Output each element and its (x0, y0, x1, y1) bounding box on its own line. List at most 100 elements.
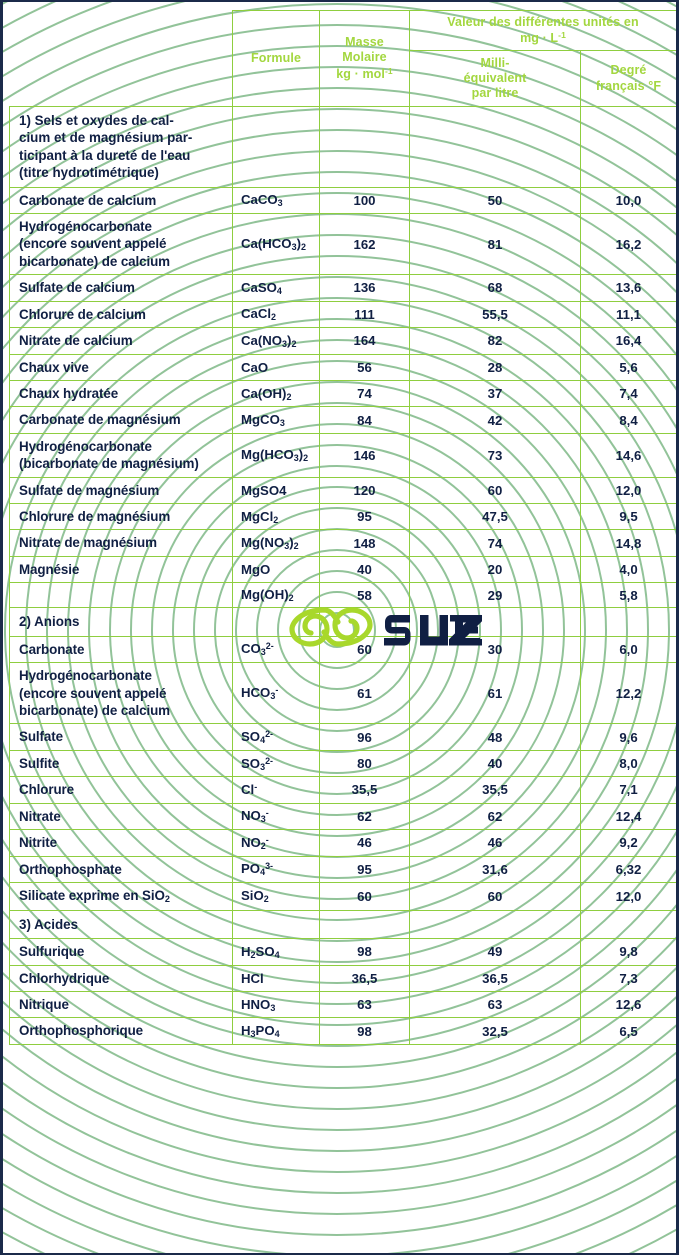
degre-francais-value: 16,2 (580, 212, 676, 276)
header-degre-line1: Degré (610, 63, 647, 78)
section-heading-spacer-masse (319, 909, 410, 940)
milli-equivalent-value: 55,5 (409, 300, 581, 329)
degre-francais-value: 12,2 (580, 662, 676, 725)
molar-mass-value: 95 (319, 503, 410, 531)
header-meq-line3: par litre (471, 86, 519, 101)
milli-equivalent-value: 60 (409, 881, 581, 911)
milli-equivalent-value: 82 (409, 327, 581, 355)
milli-equivalent-value: 49 (409, 938, 581, 966)
molar-mass-value: 146 (319, 432, 410, 478)
section-heading: 2) Anions (9, 607, 233, 637)
compound-name: Orthophosphorique (9, 1017, 233, 1045)
molar-mass-value: 98 (319, 1017, 410, 1045)
compound-name: Carbonate de calcium (9, 186, 233, 214)
molar-mass-value: 162 (319, 212, 410, 276)
milli-equivalent-value: 28 (409, 353, 581, 381)
header-molar-mass-exp: -1 (384, 65, 393, 76)
degre-francais-value: 8,0 (580, 749, 676, 778)
compound-formula: Cl- (232, 776, 320, 804)
section-heading-spacer-masse (319, 105, 410, 188)
compound-name: Sulfate (9, 723, 233, 751)
header-degre-francais: Degré français °F (580, 50, 676, 107)
compound-name: Chlorure de calcium (9, 300, 233, 329)
molar-mass-value: 60 (319, 635, 410, 664)
compound-name: Chlorure (9, 776, 233, 804)
section-heading-spacer-degre (580, 105, 676, 188)
degre-francais-value: 10,0 (580, 186, 676, 214)
section-heading-spacer-formula (232, 105, 320, 188)
compound-name: Sulfurique (9, 938, 233, 966)
table-container: Formule Masse Molaire kg · mol-1 Valeur … (3, 2, 676, 1253)
header-molar-mass: Masse Molaire kg · mol-1 (319, 10, 410, 107)
compound-formula: MgCO3 (232, 406, 320, 434)
compound-formula: CaSO4 (232, 274, 320, 302)
milli-equivalent-value: 81 (409, 212, 581, 276)
molar-mass-value: 56 (319, 353, 410, 381)
table-row: Hydrogénocarbonate (bicarbonate de magnés… (9, 432, 676, 478)
header-group-line2: mg · L-1 (520, 30, 566, 46)
milli-equivalent-value: 68 (409, 274, 581, 302)
milli-equivalent-value: 62 (409, 802, 581, 831)
table-header: Formule Masse Molaire kg · mol-1 Valeur … (10, 9, 676, 107)
milli-equivalent-value: 20 (409, 555, 581, 584)
section-heading-row: 1) Sels et oxydes de cal-cium et de magn… (9, 105, 676, 188)
molar-mass-value: 120 (319, 476, 410, 505)
compound-name: Chlorhydrique (9, 964, 233, 993)
degre-francais-value: 7,4 (580, 379, 676, 408)
molar-mass-value: 61 (319, 662, 410, 725)
header-molar-mass-line3: kg · mol-1 (336, 65, 393, 81)
table-row: Hydrogénocarbonate (encore souvent appelé… (9, 212, 676, 276)
section-heading-spacer-formula (232, 909, 320, 940)
header-group-units: Valeur des différentes unités en mg · L-… (409, 9, 676, 52)
section-heading-spacer-masse (319, 607, 410, 637)
degre-francais-value: 12,6 (580, 991, 676, 1019)
section-heading: 3) Acides (9, 909, 233, 940)
compound-name: Chaux vive (9, 353, 233, 381)
header-formula-label: Formule (250, 50, 301, 65)
milli-equivalent-value: 40 (409, 749, 581, 778)
compound-formula: CaCO3 (232, 186, 320, 214)
molar-mass-value: 46 (319, 829, 410, 857)
degre-francais-value: 5,6 (580, 353, 676, 381)
milli-equivalent-value: 36,5 (409, 964, 581, 993)
compound-name: Nitrique (9, 991, 233, 1019)
milli-equivalent-value: 60 (409, 476, 581, 505)
molar-mass-value: 100 (319, 186, 410, 214)
degre-francais-value: 6,5 (580, 1017, 676, 1045)
header-degre-line2: français °F (595, 78, 662, 93)
header-empty-corner (10, 11, 233, 107)
molar-mass-value: 74 (319, 379, 410, 408)
milli-equivalent-value: 63 (409, 991, 581, 1019)
compound-formula: H2SO4 (232, 938, 320, 966)
degre-francais-value: 7,3 (580, 964, 676, 993)
table-row: Hydrogénocarbonate (encore souvent appelé… (9, 662, 676, 725)
compound-formula: CaO (232, 353, 320, 381)
section-heading-spacer-formula (232, 607, 320, 637)
compound-formula: SiO2 (232, 881, 320, 911)
compound-formula: HCl (232, 964, 320, 993)
compound-formula: CO32- (232, 635, 320, 664)
milli-equivalent-value: 29 (409, 582, 581, 609)
compound-formula: PO43- (232, 855, 320, 883)
compound-name: Sulfite (9, 749, 233, 778)
compound-formula: Mg(NO3)2 (232, 529, 320, 557)
molar-mass-value: 58 (319, 582, 410, 609)
compound-formula: HNO3 (232, 991, 320, 1019)
milli-equivalent-value: 42 (409, 406, 581, 434)
degre-francais-value: 12,4 (580, 802, 676, 831)
section-heading: 1) Sels et oxydes de cal-cium et de magn… (9, 105, 233, 188)
degre-francais-value: 4,0 (580, 555, 676, 584)
compound-formula: H3PO4 (232, 1017, 320, 1045)
units-conversion-table: Formule Masse Molaire kg · mol-1 Valeur … (9, 9, 676, 1045)
degre-francais-value: 16,4 (580, 327, 676, 355)
degre-francais-value: 6,32 (580, 855, 676, 883)
degre-francais-value: 9,2 (580, 829, 676, 857)
compound-name: Hydrogénocarbonate (encore souvent appelé… (9, 662, 233, 725)
milli-equivalent-value: 30 (409, 635, 581, 664)
